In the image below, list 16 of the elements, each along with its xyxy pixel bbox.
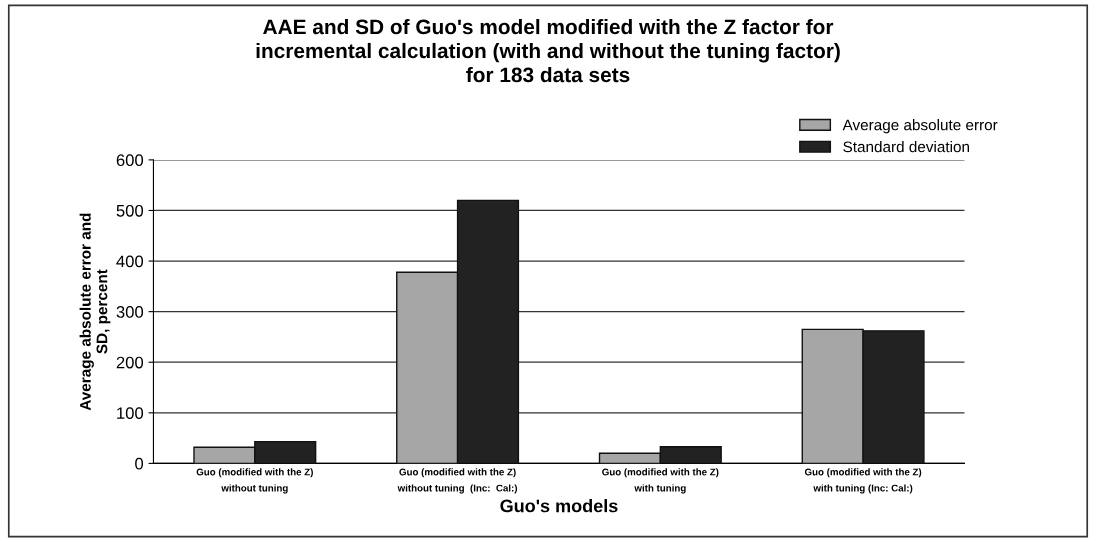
x-tick-label: Guo (modified with the Z) with tuning bbox=[602, 468, 719, 494]
y-axis-title: Average absolute error and SD, percent bbox=[79, 213, 111, 411]
chart-title: AAE and SD of Guo's model modified with the Z factor for incremental calculation (with and without the tuning factor) for 183 data sets bbox=[256, 18, 840, 83]
y-tick-label: 500 bbox=[116, 204, 144, 217]
y-tick-label: 300 bbox=[116, 306, 144, 318]
y-tick-label: 400 bbox=[116, 255, 144, 268]
y-tick-label: 200 bbox=[116, 356, 144, 369]
x-tick-label: Guo (modified with the Z) with tuning (Inc: Cal:) bbox=[804, 468, 922, 494]
y-tick-label: 100 bbox=[117, 407, 144, 420]
legend-label: Average absolute error bbox=[842, 119, 998, 134]
x-tick-label: Guo (modified with the Z) without tuning bbox=[196, 468, 313, 494]
legend-label: Standard deviation bbox=[843, 141, 969, 153]
y-tick-label: 600 bbox=[116, 154, 144, 167]
x-axis-title: Guo's models bbox=[500, 499, 618, 513]
x-tick-label: Guo (modified with the Z) without tuning (Inc: Cal:) bbox=[397, 468, 518, 494]
y-tick-label: 0 bbox=[135, 457, 144, 470]
